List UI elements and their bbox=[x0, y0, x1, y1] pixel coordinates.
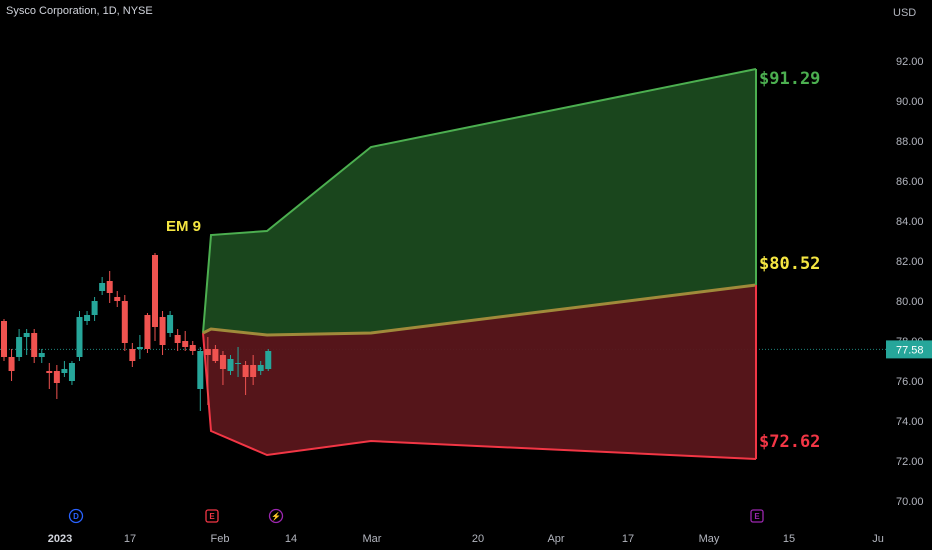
candle-body bbox=[106, 281, 113, 293]
time-axis-bg bbox=[0, 527, 932, 550]
time-tick: Apr bbox=[547, 533, 564, 545]
candle-body bbox=[46, 371, 53, 373]
price-tick: 90.00 bbox=[896, 96, 924, 108]
candle-body bbox=[227, 359, 234, 371]
price-tick: 92.00 bbox=[896, 56, 924, 68]
candle-body bbox=[144, 315, 151, 349]
price-tick: 82.00 bbox=[896, 256, 924, 268]
candle-body bbox=[99, 283, 106, 291]
dividend-icon-symbol: D bbox=[73, 512, 79, 521]
split-icon-symbol: ⚡ bbox=[271, 511, 281, 521]
candle-body bbox=[167, 315, 174, 333]
candle-body bbox=[114, 297, 121, 301]
time-tick: 17 bbox=[622, 533, 634, 545]
candle-body bbox=[189, 345, 196, 351]
currency-label: USD bbox=[893, 7, 916, 19]
candle-body bbox=[257, 365, 264, 371]
projection-bands bbox=[202, 68, 757, 460]
time-tick: 17 bbox=[124, 533, 136, 545]
candle-body bbox=[16, 337, 23, 357]
lower-target-label: $72.62 bbox=[759, 432, 820, 452]
em-label: EM 9 bbox=[166, 218, 201, 235]
candle-body bbox=[250, 365, 257, 377]
candle-body bbox=[197, 351, 204, 389]
price-tick: 88.00 bbox=[896, 136, 924, 148]
candle-body bbox=[8, 357, 15, 371]
candles bbox=[1, 253, 272, 411]
upper-band-line bbox=[202, 68, 757, 334]
last-price-badge bbox=[886, 340, 932, 359]
mid-line bbox=[202, 283, 757, 337]
earnings-icon bbox=[205, 509, 219, 523]
candle-body bbox=[1, 321, 7, 357]
price-tick: 86.00 bbox=[896, 176, 924, 188]
candle-body bbox=[23, 333, 30, 337]
candle-body bbox=[38, 353, 45, 357]
dividend-icon bbox=[68, 508, 84, 524]
candle-body bbox=[84, 315, 91, 321]
candle-body bbox=[61, 369, 68, 373]
time-tick: May bbox=[699, 533, 720, 545]
upper-target-label: $91.29 bbox=[759, 69, 820, 89]
price-tick: 70.00 bbox=[896, 496, 924, 508]
annotations: EM 9 $91.29 $80.52 $72.62 bbox=[166, 69, 820, 452]
time-tick: 20 bbox=[472, 533, 484, 545]
time-tick: Ju bbox=[872, 533, 884, 545]
time-axis[interactable]: 2023 17 Feb 14 Mar 20 Apr 17 May 15 Ju bbox=[0, 527, 932, 550]
earnings-icon-symbol: E bbox=[754, 512, 760, 521]
candle-body bbox=[182, 341, 189, 347]
event-markers: D E ⚡ E bbox=[68, 508, 764, 524]
last-price-text: 77.58 bbox=[896, 344, 924, 356]
chart-title: Sysco Corporation, 1D, NYSE bbox=[6, 5, 153, 17]
candle-body bbox=[129, 349, 136, 361]
price-tick: 72.00 bbox=[896, 456, 924, 468]
price-axis[interactable]: USD 92.00 90.00 88.00 86.00 84.00 82.00 80.00 7… bbox=[886, 7, 932, 508]
split-icon bbox=[268, 508, 284, 524]
candle-body bbox=[121, 301, 128, 343]
time-tick: 15 bbox=[783, 533, 795, 545]
time-tick: 14 bbox=[285, 533, 297, 545]
time-tick: Feb bbox=[211, 533, 230, 545]
candle-body bbox=[235, 363, 242, 364]
lower-band-area bbox=[203, 285, 756, 459]
price-tick: 76.00 bbox=[896, 376, 924, 388]
mid-target-label: $80.52 bbox=[759, 254, 820, 274]
time-tick: Mar bbox=[363, 533, 382, 545]
price-tick: 74.00 bbox=[896, 416, 924, 428]
candle-body bbox=[136, 347, 143, 349]
candle-body bbox=[159, 317, 166, 345]
candle-body bbox=[219, 355, 226, 369]
time-tick: 2023 bbox=[48, 533, 72, 545]
upper-band-area bbox=[203, 69, 756, 335]
candle-body bbox=[174, 335, 181, 343]
earnings-icon bbox=[750, 509, 764, 523]
candle-body bbox=[212, 349, 219, 361]
candle-body bbox=[68, 363, 75, 381]
candle-body bbox=[53, 371, 60, 383]
candle-body bbox=[76, 317, 83, 357]
candle-body bbox=[31, 333, 38, 357]
price-tick: 84.00 bbox=[896, 216, 924, 228]
earnings-icon-symbol: E bbox=[209, 512, 215, 521]
candle-body bbox=[242, 365, 249, 377]
price-tick: 80.00 bbox=[896, 296, 924, 308]
candle-body bbox=[91, 301, 98, 315]
candle-body bbox=[265, 351, 272, 369]
candle-body bbox=[152, 255, 158, 327]
candle-body bbox=[204, 349, 211, 355]
